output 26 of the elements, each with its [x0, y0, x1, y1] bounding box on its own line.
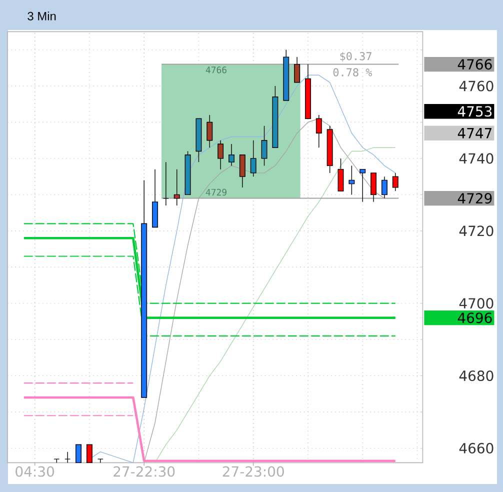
candlestick: [228, 144, 234, 166]
x-tick-label: 04:30: [16, 466, 54, 477]
y-tick-label: 4740: [459, 153, 494, 164]
candlestick: [381, 176, 388, 199]
candlestick: [162, 162, 169, 206]
y-tick-label: 4700: [459, 298, 494, 309]
y-tick-label: 4753: [458, 106, 492, 117]
y-tick-label: 4747: [458, 128, 492, 138]
y-tick-label: 4680: [459, 370, 494, 382]
x-tick-label: 27-22:30: [114, 466, 175, 477]
candlestick: [218, 140, 224, 170]
annotation: 4729: [206, 188, 226, 196]
y-tick-label: 4766: [458, 59, 492, 70]
annotation: 4766: [206, 66, 226, 74]
y-tick-label: 4760: [459, 80, 494, 92]
annotation: $0.37: [340, 52, 372, 62]
y-tick-label: 4660: [459, 442, 494, 454]
candlestick: [64, 451, 71, 464]
y-tick-label: 4696: [458, 312, 492, 324]
y-tick-label: 4720: [459, 226, 494, 236]
annotation: 0.78 %: [333, 68, 372, 76]
candlestick: [348, 165, 355, 196]
candlestick: [316, 114, 322, 148]
x-tick-label: 27-23:00: [222, 466, 284, 477]
chart-title: 3 Min: [28, 12, 56, 20]
y-tick-label: 4729: [458, 193, 492, 204]
